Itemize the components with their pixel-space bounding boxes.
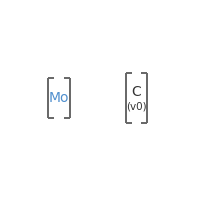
Text: C: C xyxy=(132,85,141,99)
Text: Mo: Mo xyxy=(49,91,69,105)
Text: (v0): (v0) xyxy=(126,101,147,111)
